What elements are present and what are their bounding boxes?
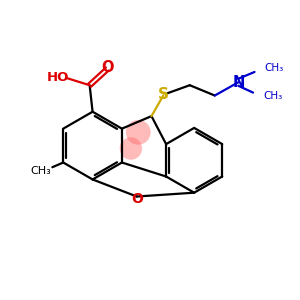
Text: N: N: [232, 75, 244, 90]
Text: S: S: [158, 87, 169, 102]
Text: O: O: [102, 60, 114, 75]
Text: CH₃: CH₃: [263, 91, 283, 101]
Text: HO: HO: [47, 71, 69, 84]
Circle shape: [120, 137, 142, 160]
Text: CH₃: CH₃: [31, 166, 52, 176]
Text: CH₃: CH₃: [265, 63, 284, 74]
Text: O: O: [131, 193, 143, 206]
Circle shape: [126, 120, 151, 145]
